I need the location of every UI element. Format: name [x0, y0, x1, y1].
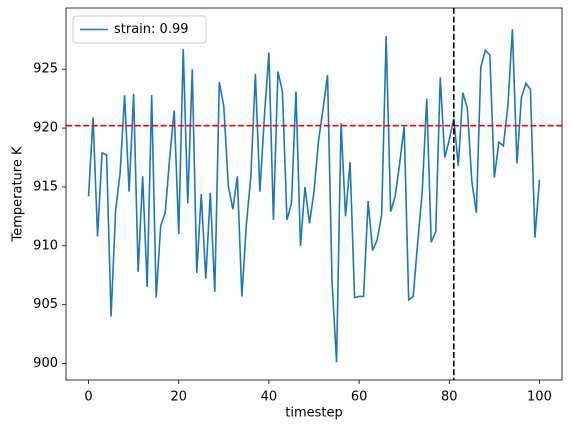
x-tick-label: 80: [441, 390, 458, 405]
y-tick-label: 905: [33, 297, 58, 312]
x-tick-label: 40: [261, 390, 278, 405]
x-tick-label: 20: [170, 390, 187, 405]
x-tick-label: 60: [351, 390, 368, 405]
y-axis-label: Temperature K: [11, 146, 26, 242]
plot-area: [66, 8, 562, 380]
data-line: [87, 29, 541, 363]
y-tick-label: 920: [33, 121, 58, 136]
legend-label: strain: 0.99: [114, 22, 189, 37]
y-tick-label: 925: [33, 62, 58, 77]
x-axis-label: timestep: [285, 406, 343, 421]
y-tick-label: 915: [33, 179, 58, 194]
y-tick-label: 900: [33, 356, 58, 371]
x-tick-label: 0: [84, 390, 92, 405]
legend-box: [72, 15, 207, 44]
y-tick-label: 910: [33, 238, 58, 253]
x-tick-label: 100: [527, 390, 552, 405]
plot-frame: [65, 7, 563, 381]
